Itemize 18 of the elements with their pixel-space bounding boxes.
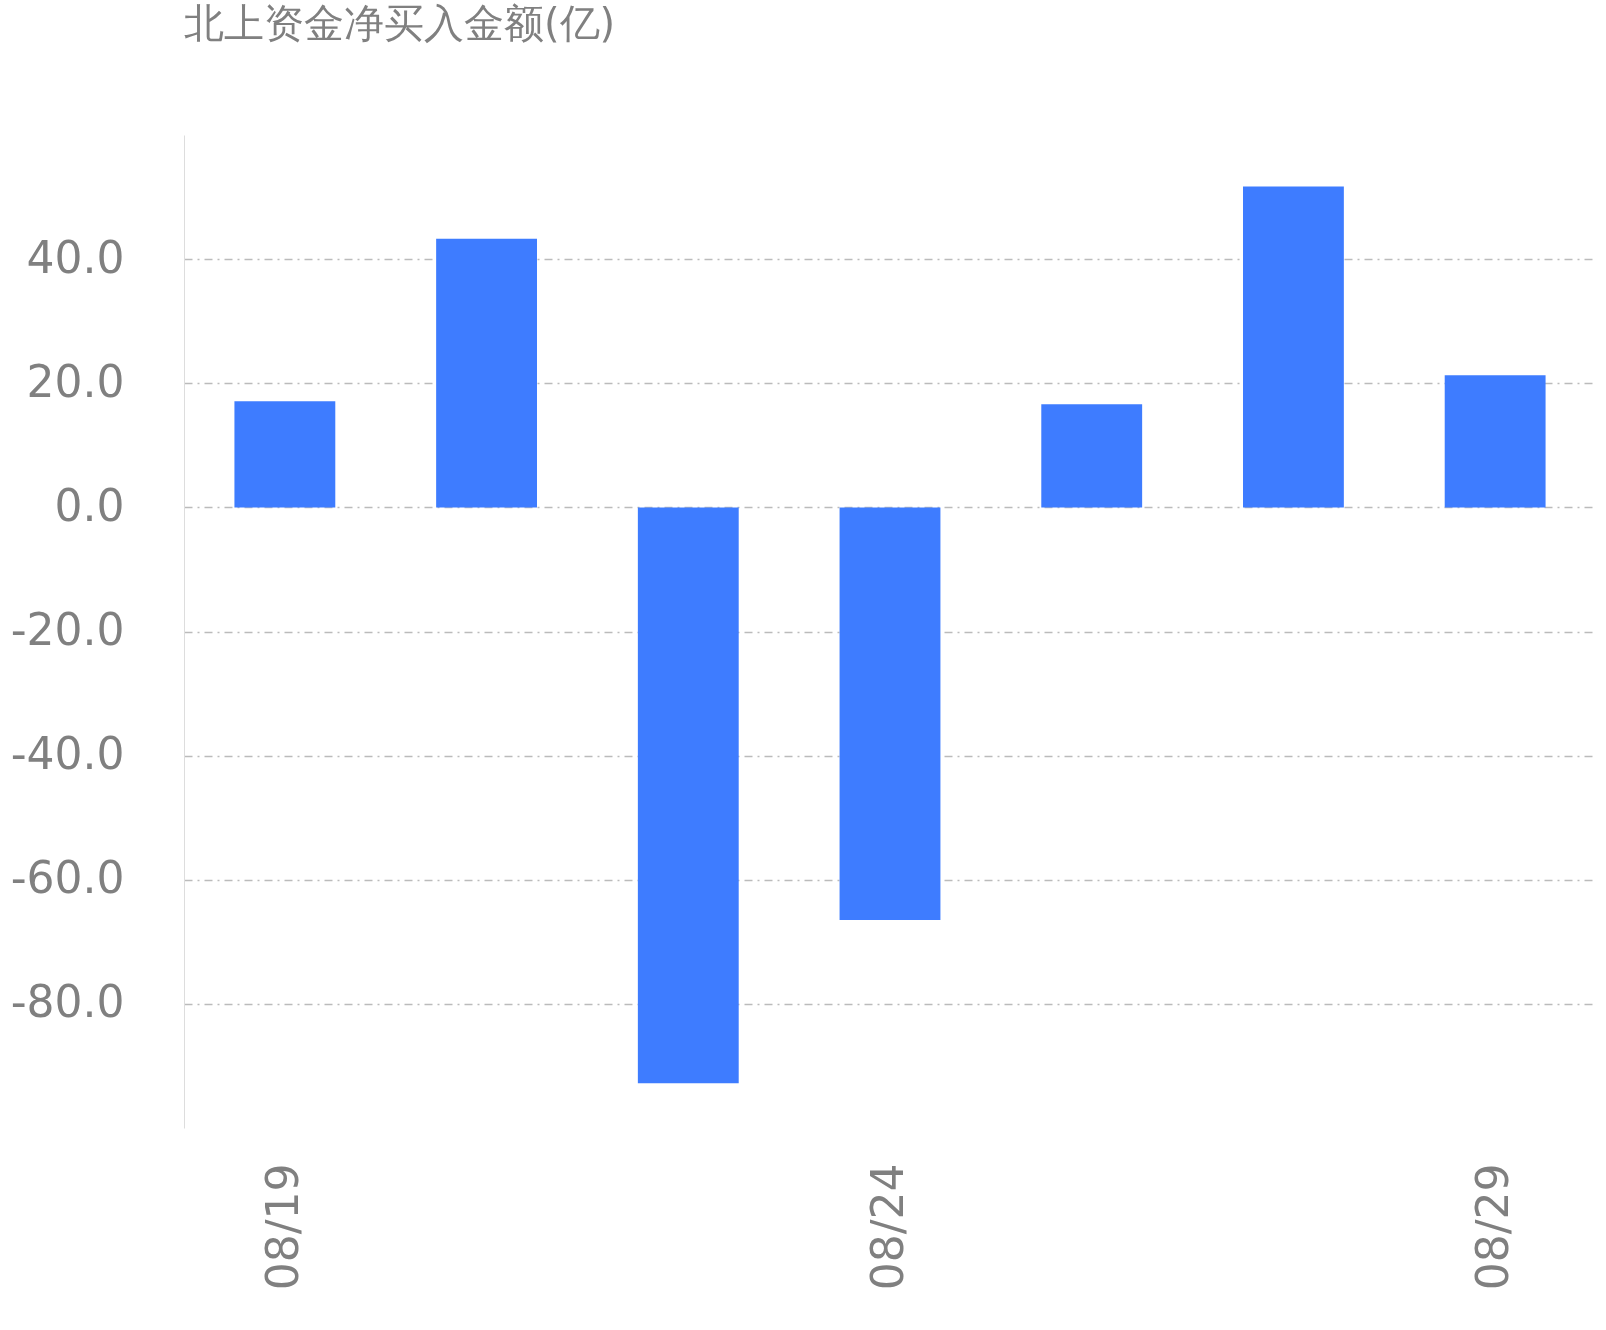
x-tick-label: 08/29	[1467, 1163, 1519, 1291]
x-tick-label: 08/24	[862, 1163, 913, 1291]
x-tick-label: 08/19	[256, 1163, 308, 1291]
y-tick-label: -40.0	[10, 728, 125, 780]
bar	[234, 401, 336, 508]
bar	[1444, 375, 1546, 508]
y-tick-label: -60.0	[10, 852, 125, 904]
y-tick-label: 0.0	[54, 479, 125, 531]
chart-title: 北上资金净买入金额(亿)	[184, 0, 616, 46]
bar	[1243, 186, 1344, 508]
bar	[839, 507, 941, 921]
y-tick-label: -20.0	[10, 604, 125, 655]
bar	[436, 238, 537, 508]
y-tick-label: 40.0	[26, 231, 125, 283]
bar	[1041, 404, 1143, 508]
y-tick-label: 20.0	[26, 355, 125, 407]
y-tick-label: -80.0	[10, 976, 125, 1028]
bar	[637, 507, 739, 1084]
